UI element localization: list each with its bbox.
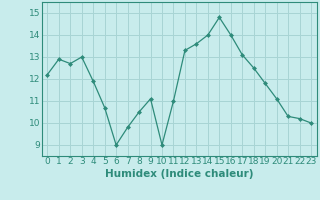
X-axis label: Humidex (Indice chaleur): Humidex (Indice chaleur) bbox=[105, 169, 253, 179]
